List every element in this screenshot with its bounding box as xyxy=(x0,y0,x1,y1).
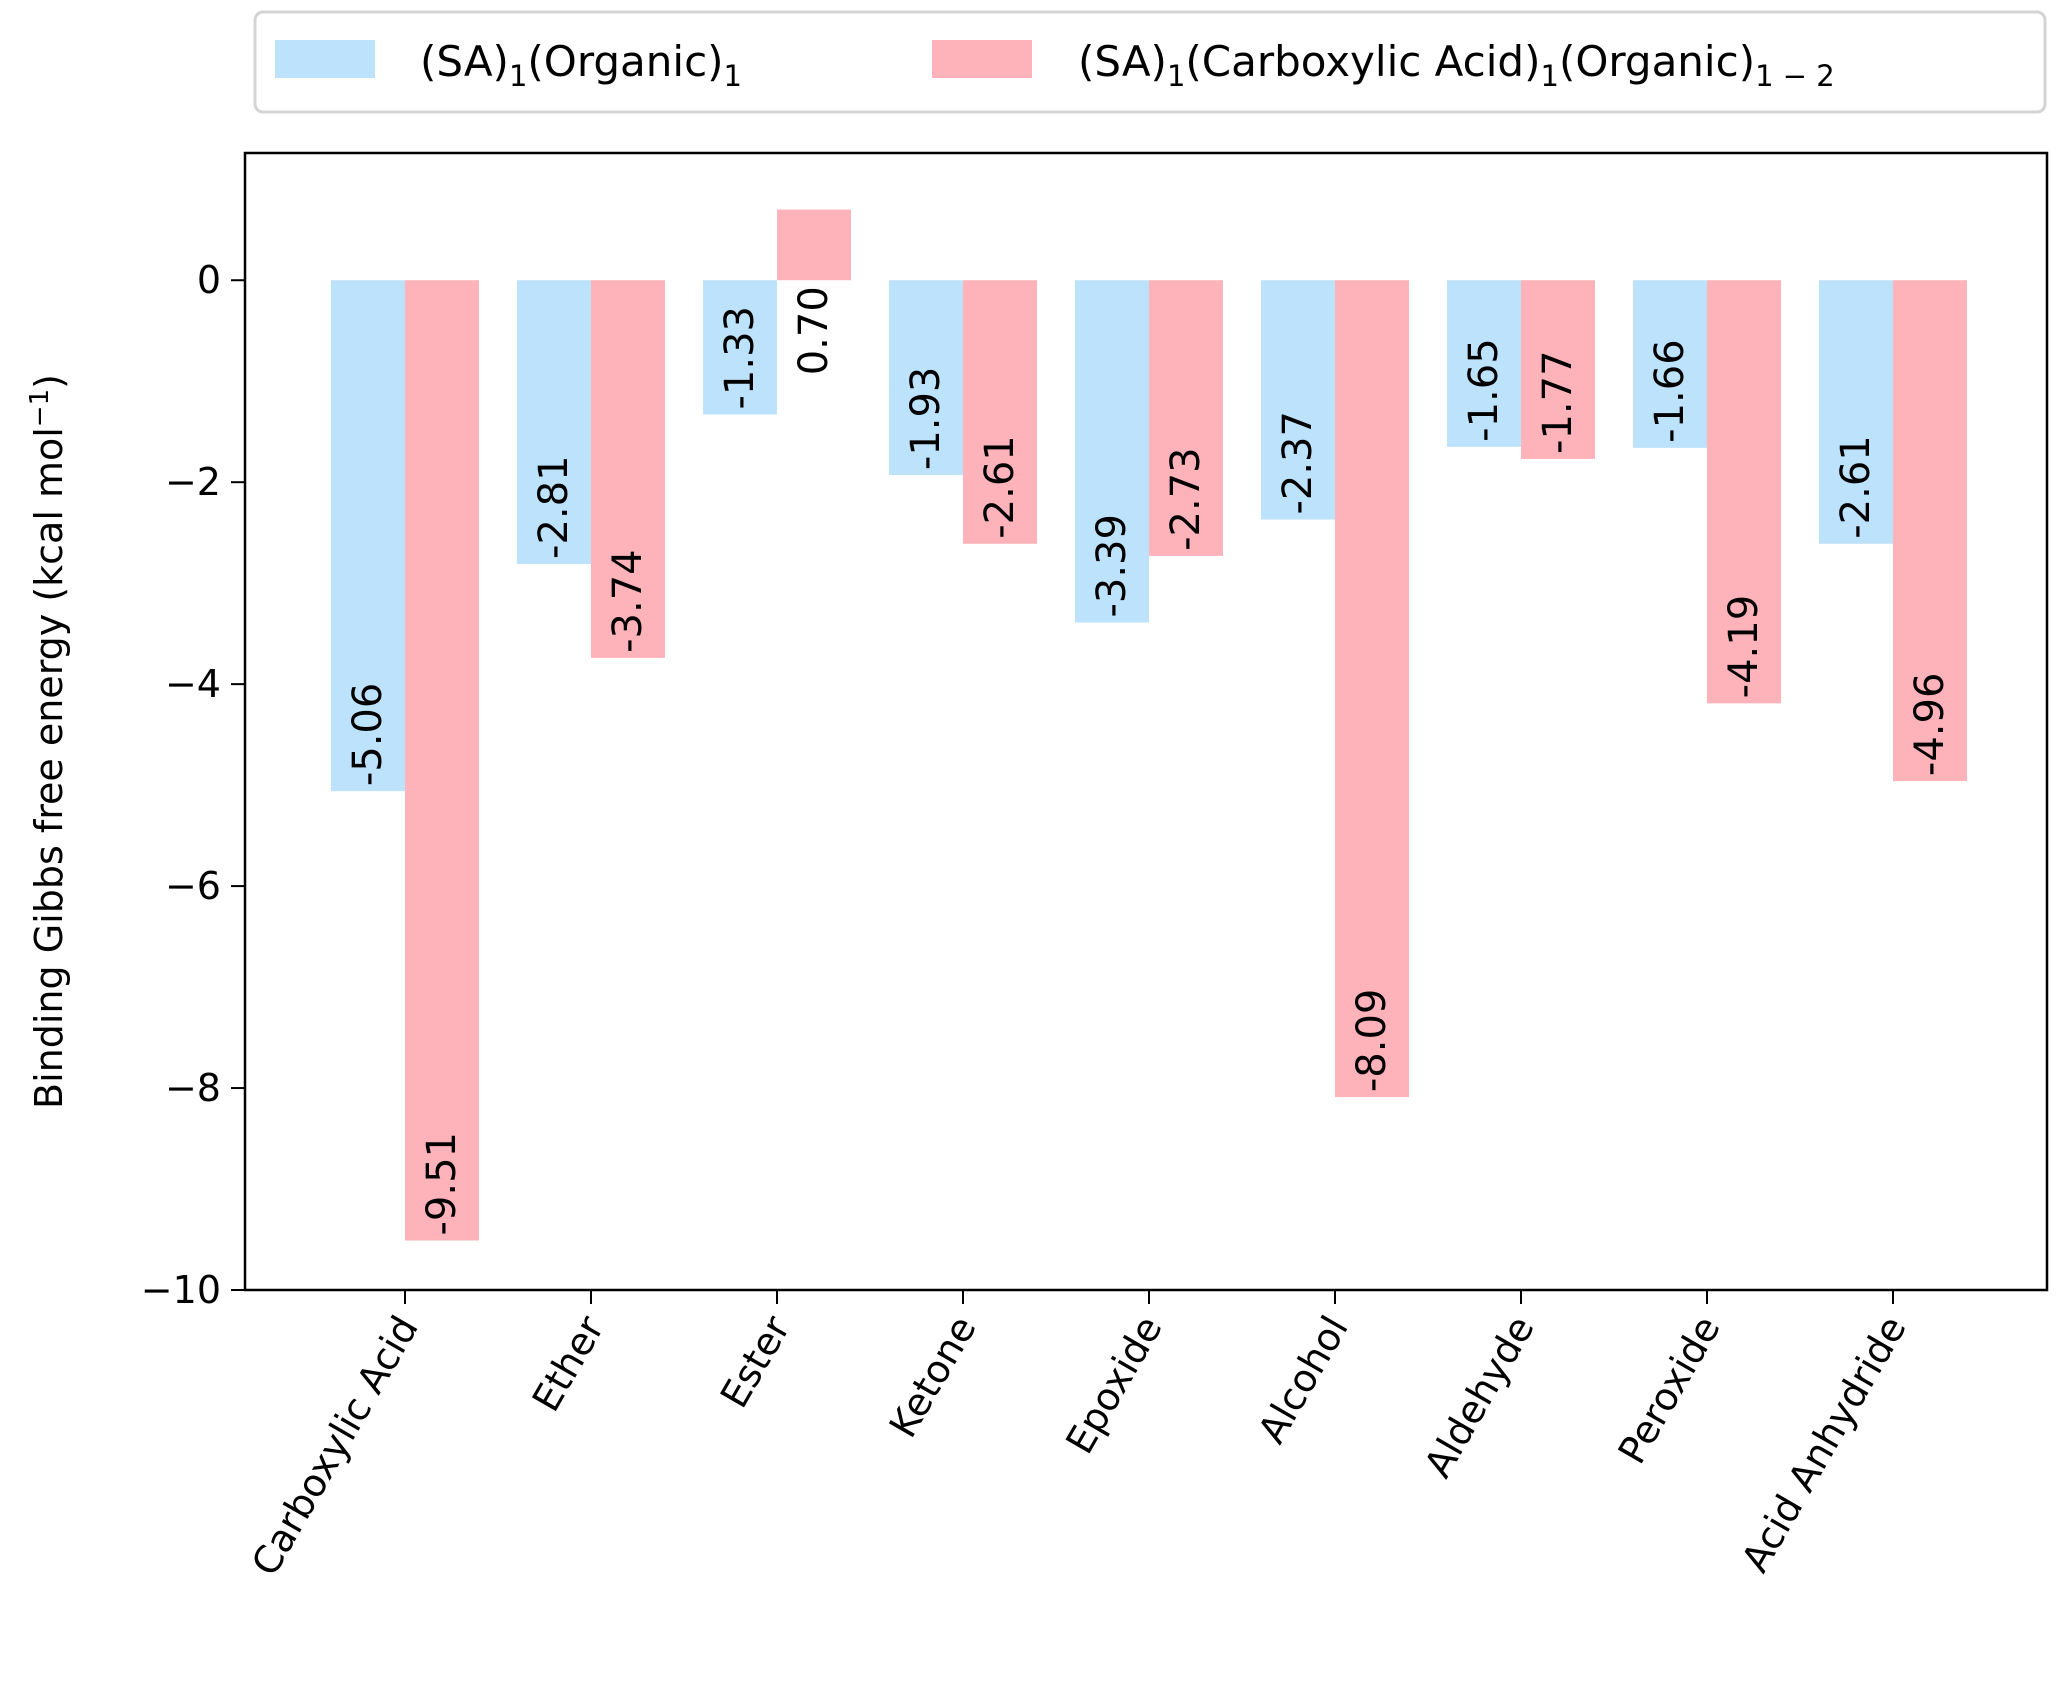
bar-value-label: -1.77 xyxy=(1535,350,1581,454)
bar-value-label: -4.96 xyxy=(1907,673,1953,777)
y-axis-label-main: Binding Gibbs free energy (kcal mol xyxy=(27,427,71,1109)
bar-value-label: -8.09 xyxy=(1349,989,1395,1093)
bar-2-alcohol xyxy=(1335,280,1409,1098)
bar-2-ketone xyxy=(963,280,1037,544)
x-tick-label: Acid Anhydride xyxy=(1733,1309,1915,1580)
legend-subscript: 1 xyxy=(1540,59,1558,93)
bar-value-label: -2.73 xyxy=(1163,447,1209,551)
bar-value-label: -4.19 xyxy=(1721,595,1767,699)
x-tick-label: Ether xyxy=(524,1308,613,1419)
legend-subscript: 1 − 2 xyxy=(1755,59,1835,93)
y-axis-label-sup: −1 xyxy=(25,389,55,427)
bar-value-label: -3.39 xyxy=(1089,514,1135,618)
x-tick-label: Ester xyxy=(712,1308,799,1415)
bar-1-epoxide xyxy=(1075,280,1149,623)
x-tick-label: Epoxide xyxy=(1057,1309,1170,1462)
legend-subscript: 1 xyxy=(509,59,527,93)
plot-frame xyxy=(243,151,2049,1292)
bar-1-aldehyde xyxy=(1447,280,1521,447)
x-tick-label: Peroxide xyxy=(1610,1309,1729,1472)
y-tick-label: −8 xyxy=(165,1066,221,1110)
bar-2-aldehyde xyxy=(1521,280,1595,459)
y-axis: 0 −2 −4 −6 −8 −10 xyxy=(141,258,245,1312)
bar-2-ether xyxy=(591,280,665,658)
bar-value-label: -5.06 xyxy=(345,683,391,787)
bar-2-acid-anhydride xyxy=(1893,280,1967,782)
y-tick-label: 0 xyxy=(197,258,221,302)
y-axis-label-close: ) xyxy=(27,374,71,389)
legend-swatch-series-2 xyxy=(932,40,1032,78)
y-tick-label: −2 xyxy=(165,460,221,504)
bar-value-label: 0.70 xyxy=(791,286,837,375)
bar-value-label: -1.93 xyxy=(903,367,949,471)
bar-2-peroxide xyxy=(1707,280,1781,704)
bar-value-label: -2.37 xyxy=(1275,411,1321,515)
x-tick-label: Carboxylic Acid xyxy=(243,1309,427,1584)
x-tick-label: Ketone xyxy=(881,1309,985,1445)
bar-2-ester xyxy=(777,209,851,281)
bar-1-ester xyxy=(703,280,777,415)
legend: (SA)1(Organic)1 (SA)1(Carboxylic Acid)1(… xyxy=(253,10,2047,114)
bar-2-carboxylic-acid xyxy=(405,280,479,1241)
y-axis-label: Binding Gibbs free energy (kcal mol−1) xyxy=(25,374,71,1109)
x-tick-label: Alcohol xyxy=(1249,1309,1356,1451)
legend-text-part: (Organic) xyxy=(527,37,723,86)
bar-value-label: -1.65 xyxy=(1461,338,1507,442)
bar-value-label: -1.33 xyxy=(717,306,763,410)
y-tick-label: −10 xyxy=(141,1268,221,1312)
bar-value-label: -2.81 xyxy=(531,455,577,559)
bar-labels-layer: -5.06 -2.81 -1.33 -1.93 -3.39 -2.37 -1.65 -1.66… xyxy=(345,286,1953,1235)
legend-label-series-2: (SA)1(Carboxylic Acid)1(Organic)1 − 2 xyxy=(1078,37,1835,93)
bar-1-peroxide xyxy=(1633,280,1707,448)
legend-subscript: 1 xyxy=(1167,59,1185,93)
x-axis: Carboxylic Acid Ether Ester Ketone Epoxide Al… xyxy=(243,1290,1915,1583)
legend-text-part: (Organic) xyxy=(1559,37,1755,86)
bar-1-ether xyxy=(517,280,591,564)
bars-layer xyxy=(331,209,1967,1241)
bar-value-label: -2.61 xyxy=(1833,435,1879,539)
legend-label-series-1: (SA)1(Organic)1 xyxy=(420,37,742,93)
bar-1-ketone xyxy=(889,280,963,476)
legend-subscript: 1 xyxy=(724,59,742,93)
bar-value-label: -2.61 xyxy=(977,435,1023,539)
x-tick-label: Aldehyde xyxy=(1416,1309,1543,1485)
bar-value-label: -1.66 xyxy=(1647,339,1693,443)
bar-1-acid-anhydride xyxy=(1819,280,1893,544)
bar-value-label: -9.51 xyxy=(419,1132,465,1236)
y-tick-label: −6 xyxy=(165,864,221,908)
legend-text-part: (Carboxylic Acid) xyxy=(1185,37,1540,86)
legend-swatch-series-1 xyxy=(275,40,375,78)
bar-2-epoxide xyxy=(1149,280,1223,556)
legend-text-part: (SA) xyxy=(1078,37,1167,86)
legend-frame xyxy=(253,10,2047,114)
bar-1-alcohol xyxy=(1261,280,1335,520)
legend-text-part: (SA) xyxy=(420,37,509,86)
y-tick-label: −4 xyxy=(165,662,221,706)
bar-1-carboxylic-acid xyxy=(331,280,405,792)
bar-value-label: -3.74 xyxy=(605,549,651,653)
